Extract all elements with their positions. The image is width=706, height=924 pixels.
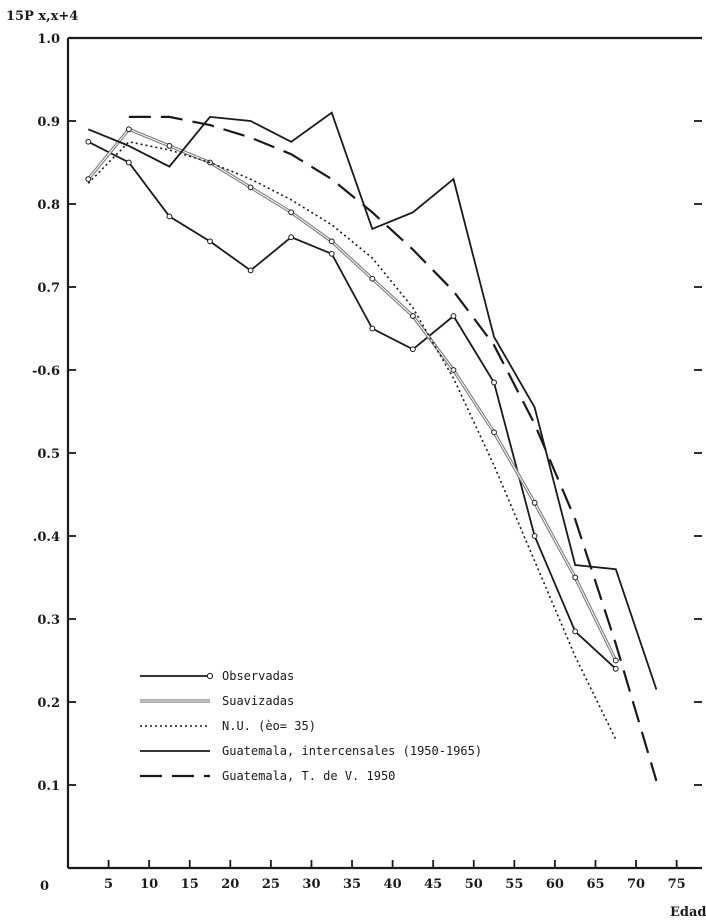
y-tick-label: 0.8: [37, 198, 60, 213]
legend-entry: N.U. (èo= 35): [140, 719, 316, 733]
series-point: [247, 267, 254, 274]
y-tick-label: 0.9: [37, 115, 60, 130]
legend-entry: Guatemala, T. de V. 1950: [140, 769, 395, 783]
series-3: [87, 140, 617, 740]
series-point: [166, 213, 173, 220]
legend: Observadas Suavizadas N.U. (èo= 35) Guatema…: [140, 669, 482, 783]
legend-label: Guatemala, T. de V. 1950: [222, 769, 395, 783]
legend-entry: Suavizadas: [140, 694, 294, 708]
y-tick-label: 0.5: [37, 447, 60, 462]
y-axis-title: 15P x,x+4: [6, 9, 78, 24]
x-tick-label: 15: [181, 877, 199, 892]
ticks: 5 10 15 20 25 30 35 40 45 50 55 60 65 70 75 0.1 0.2 0.3 .0…: [32, 32, 702, 892]
series-point: [207, 238, 213, 245]
x-zero-label: 0: [40, 879, 49, 894]
series-point: [450, 367, 457, 373]
series-2: [85, 126, 619, 664]
x-tick-label: 5: [104, 877, 113, 892]
series-point: [125, 126, 132, 133]
series-point: [85, 138, 92, 145]
y-tick-label: 0.1: [37, 779, 60, 794]
series-point: [369, 325, 376, 332]
legend-label: N.U. (èo= 35): [222, 719, 316, 733]
series-1: [85, 138, 619, 672]
series-point: [369, 275, 376, 282]
x-tick-label: 35: [343, 877, 361, 892]
legend-label: Suavizadas: [222, 694, 294, 708]
x-tick-label: 25: [262, 877, 280, 892]
series-point: [409, 313, 416, 319]
series-line: [87, 127, 618, 662]
x-tick-label: 75: [668, 877, 686, 892]
series-line: [87, 140, 617, 670]
series-point: [491, 429, 497, 436]
y-tick-label: 0.2: [37, 696, 60, 711]
series-line: [128, 115, 658, 782]
series-point: [125, 159, 132, 166]
x-tick-label: 50: [465, 877, 483, 892]
y-tick-label: 0.3: [37, 613, 60, 628]
series-point: [531, 499, 538, 506]
series-layer: [85, 111, 658, 782]
series-point: [612, 657, 619, 664]
series-point: [328, 250, 335, 257]
series-point: [288, 209, 295, 216]
x-tick-label: 65: [586, 877, 604, 892]
x-tick-label: 70: [627, 877, 645, 892]
series-5: [128, 115, 658, 782]
legend-marker: [206, 672, 214, 680]
x-axis-title: Edad: [670, 905, 706, 920]
x-tick-label: 20: [221, 877, 239, 892]
series-point: [450, 313, 457, 319]
x-tick-label: 40: [384, 877, 402, 892]
series-point: [85, 176, 92, 183]
series-point: [247, 184, 254, 191]
legend-label: Observadas: [222, 669, 294, 683]
legend-label: Guatemala, intercensales (1950-1965): [222, 744, 482, 758]
series-point: [572, 574, 579, 581]
legend-entry: Observadas: [140, 669, 294, 683]
x-tick-label: 45: [424, 877, 442, 892]
series-point: [166, 143, 173, 149]
x-tick-label: 55: [505, 877, 523, 892]
x-tick-label: 30: [302, 877, 320, 892]
y-tick-label: 1.0: [37, 32, 60, 47]
series-point: [531, 533, 538, 539]
series-point: [491, 379, 497, 386]
x-tick-label: 60: [546, 877, 564, 892]
series-point: [612, 665, 619, 672]
series-line-inner: [87, 128, 617, 661]
y-tick-label: .0.4: [33, 530, 60, 545]
series-point: [328, 238, 335, 245]
series-point: [409, 346, 416, 353]
series-4: [87, 111, 658, 690]
series-line: [87, 140, 617, 740]
x-tick-label: 10: [140, 877, 158, 892]
y-tick-label: -0.6: [32, 364, 60, 379]
y-tick-label: 0.7: [37, 281, 60, 296]
series-point: [572, 628, 579, 635]
series-point: [288, 234, 295, 241]
legend-entry: Guatemala, intercensales (1950-1965): [140, 744, 482, 758]
series-line: [87, 111, 658, 690]
